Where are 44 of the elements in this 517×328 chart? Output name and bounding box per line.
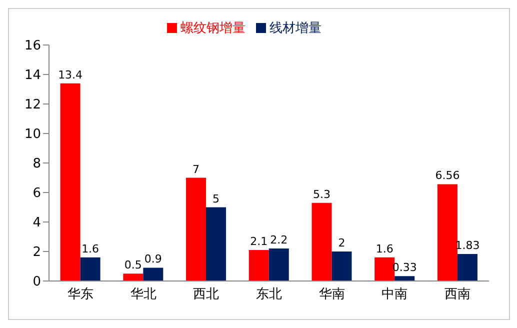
x-tick-label: 西南 (444, 287, 471, 302)
y-tick-label: 0 (32, 274, 41, 290)
data-label: 0.5 (124, 258, 142, 272)
y-tick-label: 10 (24, 127, 41, 142)
bar (268, 248, 289, 281)
y-tick-label: 6 (32, 186, 41, 202)
bar (206, 207, 226, 281)
bar (248, 250, 269, 281)
x-tick-label: 东北 (256, 287, 282, 302)
data-label: 6.56 (435, 169, 460, 182)
bar (80, 257, 100, 281)
y-tick-label: 2 (32, 245, 41, 260)
x-tick-label: 华北 (130, 287, 156, 302)
data-label: 2.1 (250, 235, 268, 248)
y-tick-label: 12 (24, 98, 41, 113)
bar (312, 202, 332, 281)
bar (60, 83, 80, 281)
legend-label: 线材增量 (270, 21, 322, 36)
y-tick-label: 4 (32, 216, 41, 231)
data-label: 2 (338, 236, 346, 250)
y-tick-label: 8 (32, 156, 41, 172)
x-tick-label: 西北 (193, 287, 220, 302)
legend-label: 螺纹钢增量 (180, 21, 246, 36)
bar (374, 257, 395, 281)
bar (332, 252, 352, 281)
data-label: 1.6 (82, 242, 100, 256)
x-tick-label: 华东 (67, 287, 94, 302)
data-label: 5.3 (312, 188, 330, 201)
data-label: 0.9 (144, 252, 162, 266)
data-label: 7 (192, 162, 200, 176)
bar (394, 276, 415, 281)
bar (123, 274, 144, 281)
y-tick-label: 16 (24, 38, 41, 54)
x-tick-label: 中南 (382, 287, 408, 302)
data-label: 13.4 (58, 68, 83, 82)
y-tick-label: 14 (24, 68, 41, 84)
x-tick-label: 华南 (318, 287, 345, 302)
bar (186, 178, 206, 281)
bar (143, 268, 164, 281)
data-label: 5 (212, 192, 220, 206)
data-label: 1.6 (376, 242, 394, 256)
data-label: 2.2 (270, 234, 288, 247)
bar (437, 184, 458, 281)
bar (457, 254, 478, 281)
